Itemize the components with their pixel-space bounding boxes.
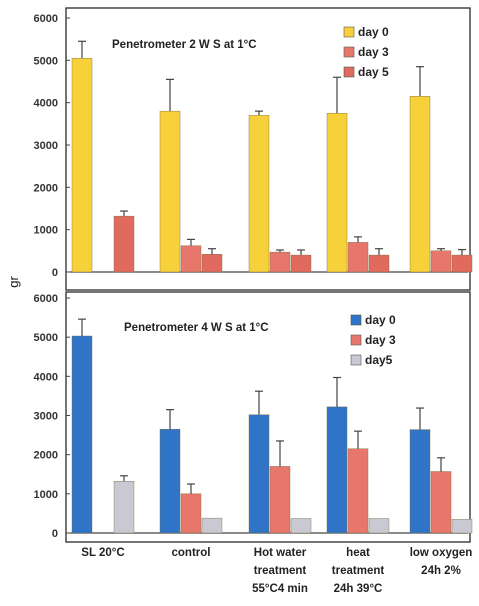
bar-day-3-3: [347, 242, 369, 273]
y-tick-label: 2000: [34, 182, 58, 194]
x-category-label: treatment: [332, 565, 385, 577]
y-tick-label: 3000: [34, 140, 58, 152]
chart-title: Penetrometer 4 W S at 1°C: [124, 322, 269, 334]
y-tick-label: 6000: [34, 13, 58, 25]
legend-label: day 0: [365, 313, 396, 327]
bar-day-0-3: [326, 406, 348, 534]
legend-label: day5: [365, 353, 393, 367]
x-category-label: heat: [346, 547, 370, 559]
bar-day5-2: [290, 518, 312, 534]
bar-day5-0: [113, 481, 135, 534]
bar-day-5-2: [290, 254, 312, 273]
bar-day-3-4: [430, 471, 452, 534]
y-tick-label: 6000: [34, 293, 58, 305]
y-tick-label: 5000: [34, 332, 58, 344]
x-axis-category-labels: SL 20°C control Hot water treatment 55°C4 mi…: [81, 547, 472, 595]
bar-day-3-1: [180, 245, 202, 273]
x-category-label: SL 20°C: [81, 547, 124, 559]
bar-day-0-2: [248, 414, 270, 534]
bar-day-5-0: [113, 215, 135, 273]
y-tick-label: 4000: [34, 371, 58, 383]
bar-day-0-0: [71, 335, 93, 534]
y-tick-label: 1000: [34, 225, 58, 237]
bar-day-5-1: [201, 254, 223, 273]
legend-swatch: [350, 354, 362, 366]
x-category-label: treatment: [254, 565, 307, 577]
bar-day-0-4: [409, 96, 431, 273]
y-tick-label: 1000: [34, 489, 58, 501]
bar-day-5-3: [368, 254, 390, 273]
y-tick-label: 3000: [34, 411, 58, 423]
bar-day-0-2: [248, 115, 270, 273]
legend-label: day 3: [358, 45, 389, 59]
legend-label: day 3: [365, 333, 396, 347]
chart-panel-top: 0 1000 2000 3000 4000 5000 6000 Penetrometer 2 …: [34, 7, 473, 291]
bar-day-0-3: [326, 113, 348, 273]
legend-swatch: [343, 26, 355, 38]
y-axis-unit-label: gr: [6, 276, 21, 288]
legend-swatch: [343, 46, 355, 58]
bar-day-0-0: [71, 58, 93, 273]
bar-day-3-1: [180, 493, 202, 534]
legend-label: day 5: [358, 65, 389, 79]
legend-swatch: [343, 66, 355, 78]
bar-day-3-2: [269, 251, 291, 273]
x-category-label: control: [172, 547, 211, 559]
x-category-label: 55°C4 min: [252, 583, 308, 595]
y-tick-label: 2000: [34, 450, 58, 462]
legend-swatch: [350, 334, 362, 346]
bar-day-0-1: [159, 110, 181, 273]
y-tick-label: 0: [52, 267, 58, 279]
bar-day-3-4: [430, 250, 452, 273]
x-category-label: 24h 39°C: [334, 583, 383, 595]
bar-day5-3: [368, 518, 390, 534]
bar-day-3-3: [347, 448, 369, 534]
x-category-label: low oxygen: [410, 547, 473, 559]
bar-day-0-1: [159, 429, 181, 534]
y-tick-label: 5000: [34, 55, 58, 67]
chart-title: Penetrometer 2 W S at 1°C: [112, 39, 257, 51]
chart-panel-bottom: 0 1000 2000 3000 4000 5000 6000 Penetrometer 4 …: [34, 291, 473, 543]
x-category-label: 24h 2%: [421, 565, 461, 577]
bar-day-0-4: [409, 429, 431, 534]
legend-swatch: [350, 314, 362, 326]
bar-day5-4: [451, 519, 473, 534]
bar-day-3-2: [269, 466, 291, 534]
y-tick-label: 4000: [34, 98, 58, 110]
y-tick-label: 0: [52, 528, 58, 540]
bar-day5-1: [201, 517, 223, 534]
bar-day-5-4: [451, 254, 473, 273]
x-category-label: Hot water: [254, 547, 307, 559]
legend-label: day 0: [358, 25, 389, 39]
